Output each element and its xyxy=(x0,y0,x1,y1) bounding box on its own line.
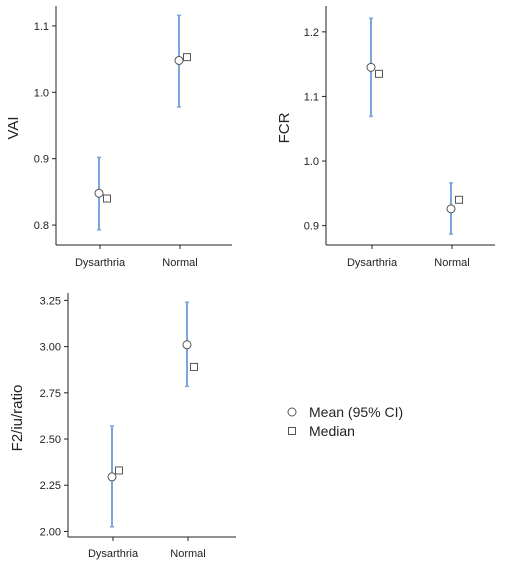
y-tick-label: 3.00 xyxy=(40,342,61,354)
mean-point xyxy=(182,340,192,350)
legend-mean-label: Mean (95% CI) xyxy=(309,404,403,420)
chart-panel-vai: 0.8 0.9 1.0 1.1 Dysarthria Normal VAI xyxy=(5,6,232,269)
legend: Mean (95% CI) Median xyxy=(287,404,403,439)
mean-point xyxy=(94,188,104,198)
median-point xyxy=(115,466,123,475)
y-axis-label: F2/iu/ratio xyxy=(9,385,26,452)
y-tick-label: 0.9 xyxy=(34,154,49,166)
y-axis-label: VAI xyxy=(5,116,22,139)
y-tick-label: 0.9 xyxy=(304,221,319,233)
y-tick-label: 1.1 xyxy=(34,21,49,33)
mean-point xyxy=(107,472,117,482)
y-tick-label: 1.2 xyxy=(304,27,319,39)
x-tick-label: Normal xyxy=(434,257,469,269)
chart-panel-f2-iu-ratio: 2.00 2.25 2.50 2.75 3.00 3.25 Dysarthria Normal… xyxy=(9,293,236,560)
x-tick-label: Dysarthria xyxy=(88,548,139,560)
mean-point xyxy=(366,62,376,72)
median-point xyxy=(455,195,463,204)
chart-panel-fcr: 0.9 1.0 1.1 1.2 Dysarthria Normal FCR xyxy=(276,6,495,269)
mean-point xyxy=(446,204,456,214)
x-tick-label: Normal xyxy=(170,548,205,560)
y-tick-label: 2.25 xyxy=(40,480,61,492)
y-tick-label: 1.1 xyxy=(304,91,319,103)
legend-median-marker xyxy=(288,427,296,435)
y-tick-label: 0.8 xyxy=(34,220,49,232)
y-tick-label: 2.50 xyxy=(40,434,61,446)
median-point xyxy=(190,362,198,371)
y-tick-label: 2.75 xyxy=(40,388,61,400)
median-point xyxy=(183,53,191,62)
legend-median-label: Median xyxy=(309,423,355,439)
y-tick-label: 1.0 xyxy=(34,87,49,99)
x-tick-label: Normal xyxy=(162,257,197,269)
y-tick-label: 1.0 xyxy=(304,156,319,168)
y-tick-label: 3.25 xyxy=(40,295,61,307)
y-tick-label: 2.00 xyxy=(40,526,61,538)
x-tick-label: Dysarthria xyxy=(347,257,398,269)
legend-mean-marker xyxy=(287,407,297,417)
median-point xyxy=(375,69,383,78)
x-tick-label: Dysarthria xyxy=(75,257,126,269)
y-axis-label: FCR xyxy=(276,112,293,143)
median-point xyxy=(103,194,111,203)
mean-point xyxy=(174,55,184,65)
